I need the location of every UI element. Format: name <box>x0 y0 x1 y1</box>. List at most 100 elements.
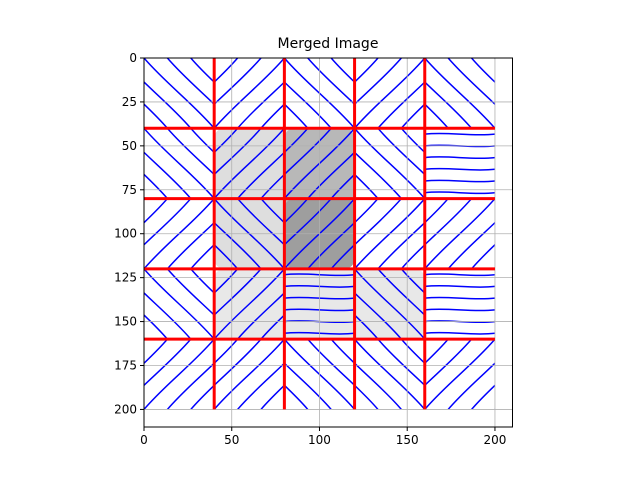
texture-line-0-3-5 <box>400 103 425 129</box>
texture-line-1-4--1 <box>425 122 495 124</box>
y-tick-label-100: 100 <box>114 227 137 241</box>
texture-line-3-3-3 <box>354 268 425 340</box>
texture-line-4-2-4 <box>307 339 355 387</box>
texture-line-0-0-3 <box>144 58 215 129</box>
y-tick-label-175: 175 <box>114 359 137 373</box>
texture-line-3-3-5 <box>400 268 425 295</box>
tile-0-1 <box>214 58 285 129</box>
tile-1-3 <box>354 128 542 199</box>
texture-line-4-4-6 <box>494 408 495 410</box>
texture-line-4-1-5 <box>260 384 285 410</box>
texture-line-1-4-2 <box>424 156 495 160</box>
y-tick-label-75: 75 <box>122 183 137 197</box>
texture-line-4-0--1 <box>50 339 120 409</box>
texture-line-1-2-5 <box>330 173 355 199</box>
texture-line-2-0-1 <box>144 198 168 224</box>
texture-line-3-1-1 <box>214 268 239 295</box>
texture-line-4-4-5 <box>470 384 495 410</box>
texture-line-4-3-4 <box>377 339 425 387</box>
texture-line-1-3-5 <box>400 128 425 154</box>
texture-line-4-0-5 <box>190 384 215 410</box>
chart-title: Merged Image <box>278 36 379 52</box>
y-tick-label-25: 25 <box>122 95 137 109</box>
texture-line-3-3-4 <box>377 268 425 317</box>
texture-line-0-1-5 <box>260 103 285 129</box>
texture-line-2-1-1 <box>214 243 239 269</box>
texture-line-2-1-5 <box>260 198 285 224</box>
texture-line-1-3-8 <box>472 128 542 198</box>
tile-1-1 <box>214 128 285 199</box>
texture-line-0-0--2 <box>27 58 97 128</box>
axes-frame <box>143 57 513 428</box>
texture-line-3-3-8 <box>472 269 542 339</box>
texture-line-1-4--2 <box>425 110 495 112</box>
texture-line-4-0-1 <box>144 339 168 365</box>
texture-line-4-0-3 <box>144 339 215 410</box>
texture-line-0-4-2 <box>424 81 473 129</box>
y-tick-label-0: 0 <box>129 51 137 65</box>
texture-line-1-0--2 <box>27 128 97 198</box>
texture-line-2-4-8 <box>542 199 612 269</box>
texture-line-1-2-1 <box>284 128 309 154</box>
texture-line-2-3-5 <box>400 243 425 269</box>
texture-line-3-3-6 <box>424 268 425 270</box>
texture-line-2-0--1 <box>50 199 120 269</box>
texture-line-3-4-8 <box>425 368 495 370</box>
texture-line-3-0-4 <box>166 268 215 317</box>
texture-line-4-3-3 <box>354 339 425 410</box>
texture-line-4-4-1 <box>424 339 449 365</box>
texture-line-4-0--2 <box>27 339 97 409</box>
texture-line-0-0-1 <box>144 103 168 129</box>
texture-line-2-4-5 <box>470 243 495 269</box>
texture-line-4-2-5 <box>330 339 355 365</box>
x-tick-label-150: 150 <box>396 433 419 447</box>
texture-line-3-1-5 <box>260 313 285 340</box>
texture-line-4-4-3 <box>424 339 495 410</box>
texture-line-3-0--2 <box>27 269 97 339</box>
texture-line-0-4-1 <box>424 103 449 129</box>
texture-line-1-0-3 <box>144 128 215 199</box>
x-tick-label-0: 0 <box>140 433 148 447</box>
tile-1-0 <box>27 128 215 199</box>
texture-line-0-2-1 <box>284 103 309 129</box>
texture-line-0-1-2 <box>214 58 262 106</box>
texture-line-0-0-5 <box>190 58 215 84</box>
texture-line-3-4--1 <box>425 262 495 264</box>
texture-line-1-1-4 <box>237 151 285 199</box>
texture-line-1-2-2 <box>284 128 332 176</box>
texture-line-1-4-6 <box>425 204 495 206</box>
texture-line-0-0-4 <box>166 58 215 106</box>
texture-line-4-2-1 <box>284 384 309 410</box>
texture-line-4-3-5 <box>400 339 425 365</box>
y-tick-label-150: 150 <box>114 315 137 329</box>
texture-line-0-3-2 <box>354 58 402 106</box>
texture-line-0-2-5 <box>330 58 355 84</box>
texture-line-0-4-3 <box>424 58 495 129</box>
texture-line-3-0-1 <box>144 313 168 340</box>
texture-line-3-1-2 <box>214 268 262 317</box>
texture-line-0-1-3 <box>214 58 285 129</box>
texture-line-1-2-4 <box>307 151 355 199</box>
texture-line-4-2-2 <box>284 362 332 410</box>
texture-line-4-3-1 <box>354 384 379 410</box>
texture-line-1-1-1 <box>214 128 239 154</box>
texture-line-0-0-0 <box>144 127 145 129</box>
tile-4-0 <box>27 339 215 410</box>
texture-line-0-1-1 <box>214 58 239 84</box>
texture-line-0-3-1 <box>354 58 379 84</box>
tile-3-0 <box>27 268 215 340</box>
texture-line-3-0--1 <box>50 269 120 339</box>
x-tick-label-100: 100 <box>308 433 331 447</box>
texture-line-1-1-5 <box>260 173 285 199</box>
texture-line-0-4-6 <box>494 58 495 60</box>
texture-line-4-0-0 <box>144 339 145 341</box>
texture-line-3-0-5 <box>190 268 215 295</box>
texture-line-1-0-4 <box>166 128 215 176</box>
tile-3-3 <box>354 268 542 340</box>
tile-1-4 <box>424 110 495 206</box>
texture-line-3-3-7 <box>448 269 518 339</box>
tile-0-4 <box>424 58 495 129</box>
texture-line-0-3-3 <box>354 58 425 129</box>
tile-0-3 <box>354 58 425 129</box>
